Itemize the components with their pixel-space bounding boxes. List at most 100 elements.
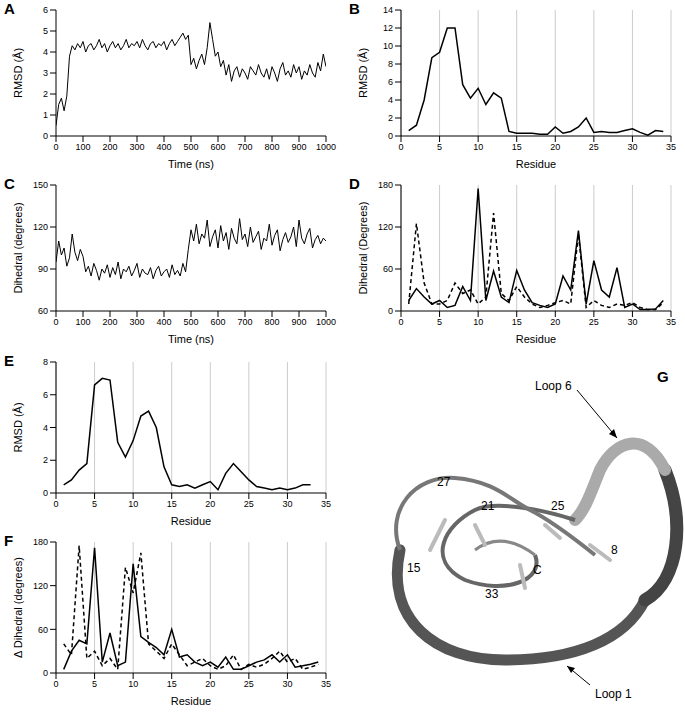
- svg-text:800: 800: [264, 142, 279, 152]
- svg-text:180: 180: [378, 180, 393, 190]
- svg-text:35: 35: [321, 499, 331, 509]
- svg-text:0: 0: [53, 499, 58, 509]
- svg-text:35: 35: [666, 317, 676, 327]
- svg-text:25: 25: [589, 317, 599, 327]
- svg-text:15: 15: [167, 499, 177, 509]
- svg-text:0: 0: [43, 131, 48, 141]
- svg-text:5: 5: [43, 26, 48, 36]
- svg-text:25: 25: [589, 142, 599, 152]
- svg-text:4: 4: [43, 47, 48, 57]
- svg-text:400: 400: [156, 317, 171, 327]
- svg-text:35: 35: [321, 679, 331, 689]
- svg-text:100: 100: [75, 317, 90, 327]
- svg-text:400: 400: [156, 142, 171, 152]
- svg-text:0: 0: [43, 488, 48, 498]
- svg-text:30: 30: [627, 317, 637, 327]
- svg-text:700: 700: [237, 142, 252, 152]
- svg-text:600: 600: [210, 142, 225, 152]
- svg-text:0: 0: [53, 317, 58, 327]
- svg-text:120: 120: [33, 222, 48, 232]
- svg-text:180: 180: [33, 537, 48, 547]
- svg-text:15: 15: [407, 561, 421, 575]
- svg-text:4: 4: [43, 423, 48, 433]
- svg-text:Dihedral (Degrees): Dihedral (Degrees): [357, 202, 369, 295]
- svg-text:C: C: [533, 563, 542, 577]
- svg-text:0: 0: [53, 679, 58, 689]
- svg-text:3: 3: [43, 68, 48, 78]
- svg-text:0: 0: [398, 317, 403, 327]
- svg-text:12: 12: [383, 23, 393, 33]
- svg-text:25: 25: [244, 499, 254, 509]
- svg-text:Residue: Residue: [516, 158, 556, 170]
- svg-text:10: 10: [128, 679, 138, 689]
- svg-text:0: 0: [388, 131, 393, 141]
- svg-text:10: 10: [128, 499, 138, 509]
- svg-text:20: 20: [550, 317, 560, 327]
- svg-text:RMSD (Å): RMSD (Å): [12, 48, 24, 98]
- svg-text:20: 20: [205, 499, 215, 509]
- svg-text:5: 5: [92, 679, 97, 689]
- svg-text:30: 30: [282, 499, 292, 509]
- svg-text:200: 200: [102, 142, 117, 152]
- svg-text:Δ Dihedral (degrees): Δ Dihedral (degrees): [12, 557, 24, 658]
- svg-text:33: 33: [485, 587, 499, 601]
- svg-text:120: 120: [33, 581, 48, 591]
- svg-text:60: 60: [38, 306, 48, 316]
- svg-text:RMSD (Å): RMSD (Å): [12, 402, 24, 452]
- svg-text:5: 5: [437, 317, 442, 327]
- svg-text:27: 27: [437, 475, 451, 489]
- svg-text:15: 15: [512, 142, 522, 152]
- svg-text:Residue: Residue: [171, 695, 211, 707]
- svg-text:0: 0: [43, 668, 48, 678]
- svg-text:10: 10: [383, 41, 393, 51]
- svg-text:1: 1: [43, 110, 48, 120]
- svg-text:800: 800: [264, 317, 279, 327]
- svg-text:900: 900: [291, 317, 306, 327]
- svg-text:900: 900: [291, 142, 306, 152]
- svg-text:60: 60: [383, 264, 393, 274]
- svg-text:G: G: [657, 368, 669, 385]
- svg-text:0: 0: [388, 306, 393, 316]
- svg-text:30: 30: [627, 142, 637, 152]
- svg-text:25: 25: [244, 679, 254, 689]
- svg-text:Time (ns): Time (ns): [168, 333, 214, 345]
- svg-text:600: 600: [210, 317, 225, 327]
- svg-text:Time (ns): Time (ns): [168, 158, 214, 170]
- svg-text:Loop 6: Loop 6: [535, 379, 572, 393]
- svg-text:Residue: Residue: [516, 333, 556, 345]
- svg-text:90: 90: [38, 264, 48, 274]
- svg-text:300: 300: [129, 317, 144, 327]
- svg-text:60: 60: [38, 625, 48, 635]
- svg-text:5: 5: [92, 499, 97, 509]
- svg-text:1000: 1000: [316, 317, 336, 327]
- svg-text:35: 35: [666, 142, 676, 152]
- svg-text:0: 0: [398, 142, 403, 152]
- svg-text:14: 14: [383, 5, 393, 15]
- svg-text:25: 25: [551, 499, 565, 513]
- svg-text:RMSD (Å): RMSD (Å): [357, 48, 369, 98]
- svg-text:30: 30: [282, 679, 292, 689]
- svg-text:10: 10: [473, 317, 483, 327]
- svg-text:300: 300: [129, 142, 144, 152]
- svg-text:8: 8: [611, 543, 618, 557]
- svg-text:6: 6: [43, 5, 48, 15]
- svg-text:Residue: Residue: [171, 515, 211, 527]
- svg-text:4: 4: [388, 95, 393, 105]
- svg-text:100: 100: [75, 142, 90, 152]
- svg-text:Loop 1: Loop 1: [595, 687, 632, 701]
- svg-text:15: 15: [167, 679, 177, 689]
- svg-text:120: 120: [378, 222, 393, 232]
- svg-text:700: 700: [237, 317, 252, 327]
- svg-text:20: 20: [550, 142, 560, 152]
- svg-text:8: 8: [388, 59, 393, 69]
- svg-text:6: 6: [43, 390, 48, 400]
- svg-text:150: 150: [33, 180, 48, 190]
- svg-text:200: 200: [102, 317, 117, 327]
- svg-text:0: 0: [53, 142, 58, 152]
- svg-text:2: 2: [43, 89, 48, 99]
- svg-text:6: 6: [388, 77, 393, 87]
- svg-text:5: 5: [437, 142, 442, 152]
- svg-text:Dihedral (degrees): Dihedral (degrees): [12, 202, 24, 293]
- svg-text:1000: 1000: [316, 142, 336, 152]
- svg-text:2: 2: [43, 455, 48, 465]
